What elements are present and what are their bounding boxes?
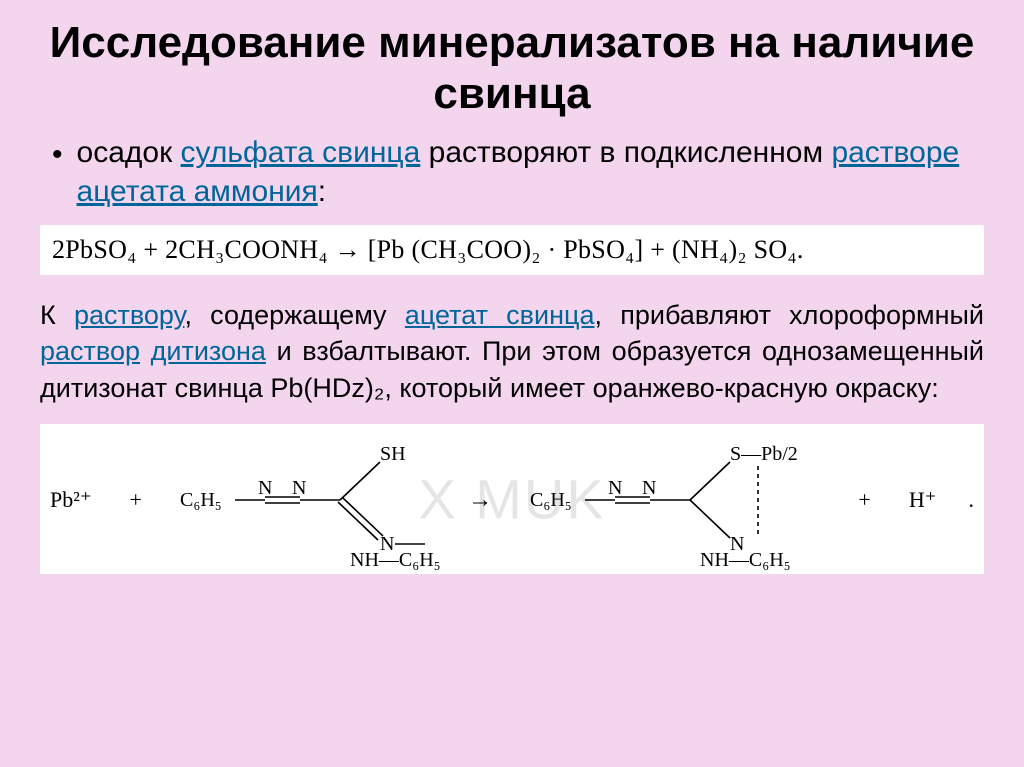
- link-ammonium-acetate[interactable]: ацетата аммония: [77, 175, 318, 208]
- lead-ion: Pb²⁺: [50, 487, 91, 513]
- h-plus: H⁺: [909, 487, 937, 513]
- structure-dithizone: C₆H₅ N N SH N NH—C₆H₅: [180, 440, 430, 560]
- link-solution[interactable]: растворе: [831, 136, 959, 169]
- svg-text:N: N: [292, 477, 306, 499]
- reaction-arrow: →: [468, 487, 492, 514]
- equation-1: 2PbSO₄ + 2CH₃COONH₄ → [Pb (CH₃COO)₂ · Pb…: [52, 233, 972, 267]
- equation-2: Pb²⁺ + C₆H₅ N N: [50, 440, 974, 560]
- svg-text:S—Pb/2: S—Pb/2: [730, 443, 798, 465]
- link-solution-3[interactable]: раствор: [40, 336, 140, 366]
- txt: растворяют в подкисленном: [420, 136, 831, 169]
- svg-text:N: N: [642, 477, 656, 499]
- period: .: [968, 487, 974, 513]
- txt: :: [318, 175, 326, 208]
- structure-dithizonate: C₆H₅ N N S—Pb/2 N NH—C₆H₅: [530, 440, 820, 560]
- link-sulfate[interactable]: сульфата свинца: [181, 136, 421, 169]
- bullet-row: • осадок сульфата свинца растворяют в по…: [40, 133, 984, 211]
- svg-text:SH: SH: [380, 443, 406, 465]
- paragraph: К раствору, содержащему ацетат свинца, п…: [40, 297, 984, 406]
- svg-text:C₆H₅: C₆H₅: [530, 489, 572, 511]
- equation-1-panel: 2PbSO₄ + 2CH₃COONH₄ → [Pb (CH₃COO)₂ · Pb…: [40, 225, 984, 275]
- slide-title: Исследование минерализатов на наличие св…: [40, 18, 984, 119]
- plus-2: +: [858, 487, 870, 513]
- svg-text:NH—C₆H₅: NH—C₆H₅: [700, 549, 791, 571]
- link-solution-2[interactable]: раствору: [74, 300, 184, 330]
- txt: К: [40, 300, 74, 330]
- svg-text:N: N: [608, 477, 622, 499]
- svg-text:N: N: [258, 477, 272, 499]
- txt: осадок: [77, 136, 181, 169]
- plus-1: +: [130, 487, 142, 513]
- svg-text:C₆H₅: C₆H₅: [180, 489, 222, 511]
- txt: [140, 336, 151, 366]
- link-dithizone[interactable]: дитизона: [151, 336, 266, 366]
- bullet-text: осадок сульфата свинца растворяют в подк…: [77, 133, 984, 211]
- txt: , прибавляют хлороформный: [595, 300, 985, 330]
- bullet-dot: •: [52, 137, 63, 173]
- link-lead-acetate[interactable]: ацетат свинца: [405, 300, 595, 330]
- equation-2-panel: X MUK Pb²⁺ + C₆H₅: [40, 424, 984, 574]
- txt: , содержащему: [184, 300, 404, 330]
- svg-text:NH—C₆H₅: NH—C₆H₅: [350, 549, 441, 571]
